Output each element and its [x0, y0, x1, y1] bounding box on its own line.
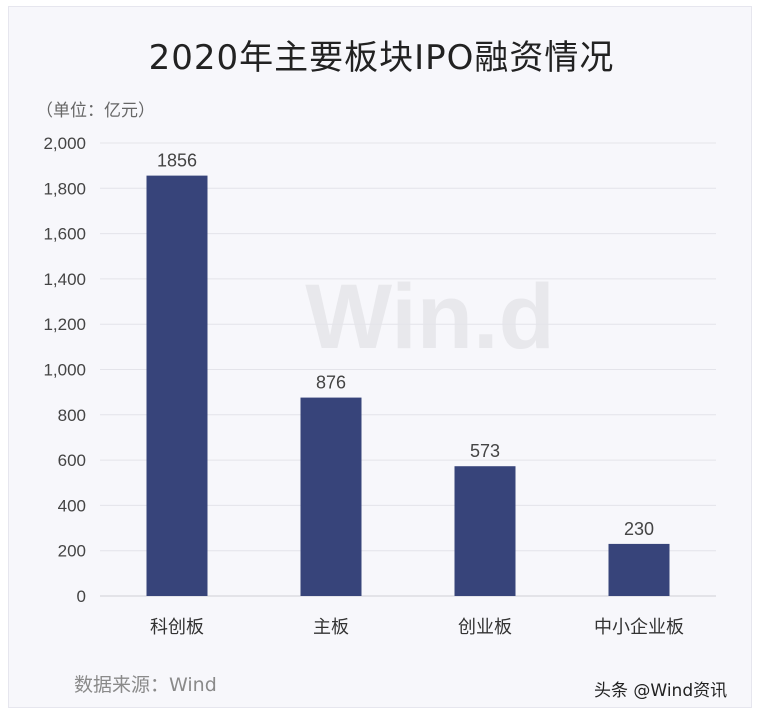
credit-label: 头条 @Wind资讯 [594, 681, 728, 701]
chart-title: 2020年主要板块IPO融资情况 [148, 38, 615, 78]
y-tick-label: 0 [77, 587, 86, 606]
y-tick-label: 400 [58, 496, 86, 515]
data-label: 1856 [157, 151, 197, 171]
y-tick-label: 600 [58, 451, 86, 470]
y-tick-label: 800 [58, 406, 86, 425]
x-tick-label: 科创板 [150, 617, 204, 637]
y-tick-label: 1,200 [43, 315, 86, 334]
x-tick-label: 创业板 [458, 617, 512, 637]
x-tick-label: 中小企业板 [594, 617, 684, 637]
data-label: 573 [470, 441, 500, 461]
unit-label: （单位：亿元） [36, 101, 155, 121]
source-note: 数据来源：Wind [74, 674, 217, 696]
bar [608, 543, 670, 596]
y-tick-label: 1,400 [43, 270, 86, 289]
y-tick-label: 200 [58, 542, 86, 561]
y-tick-label: 1,000 [43, 361, 86, 380]
data-label: 230 [624, 519, 654, 539]
y-tick-label: 1,800 [43, 179, 86, 198]
bar [454, 466, 516, 596]
y-tick-label: 1,600 [43, 225, 86, 244]
y-tick-label: 2,000 [43, 134, 86, 153]
bar [300, 397, 362, 596]
x-tick-label: 主板 [313, 617, 349, 637]
data-label: 876 [316, 373, 346, 393]
bar [146, 175, 208, 596]
watermark-logo: Win.d [305, 266, 555, 368]
